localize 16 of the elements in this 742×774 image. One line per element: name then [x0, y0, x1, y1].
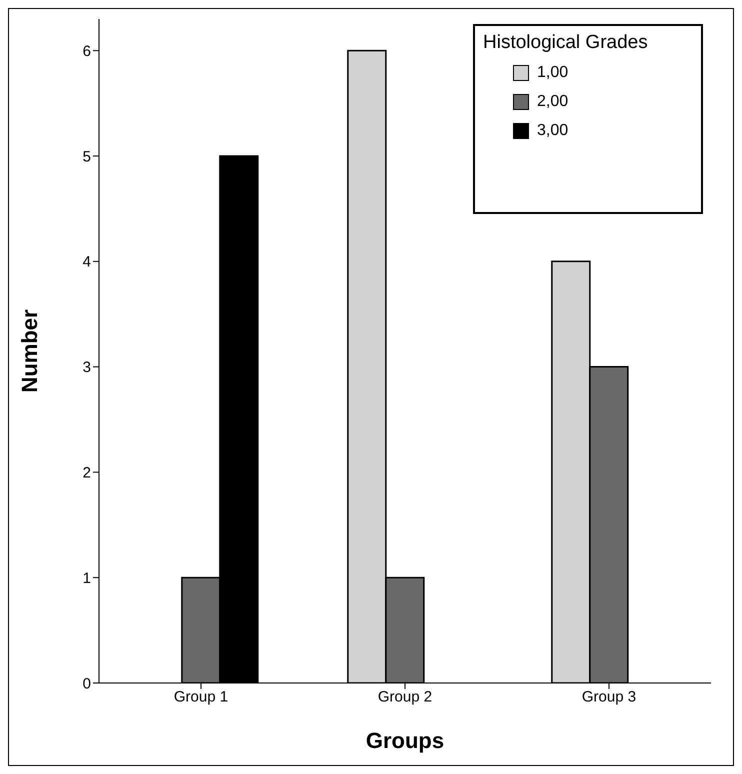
y-tick-label: 3	[82, 359, 91, 376]
legend-label: 1,00	[536, 62, 570, 82]
x-tick-label: Group 3	[582, 688, 636, 706]
y-tick-label: 5	[82, 148, 91, 166]
y-tick-label: 2	[82, 464, 91, 482]
x-tick-label: Group 2	[378, 688, 432, 706]
legend-title: Histological Grades	[483, 32, 649, 54]
y-axis-title: Number	[16, 309, 42, 393]
x-axis-title: Groups	[366, 728, 444, 753]
x-tick-label: Group 1	[174, 688, 228, 706]
legend-label: 3,00	[536, 120, 570, 140]
y-tick-label: 4	[82, 254, 91, 271]
legend-label: 2,00	[536, 92, 570, 112]
y-tick-label: 6	[82, 42, 91, 60]
y-tick-label: 0	[82, 675, 91, 692]
y-tick-label: 1	[82, 570, 91, 587]
